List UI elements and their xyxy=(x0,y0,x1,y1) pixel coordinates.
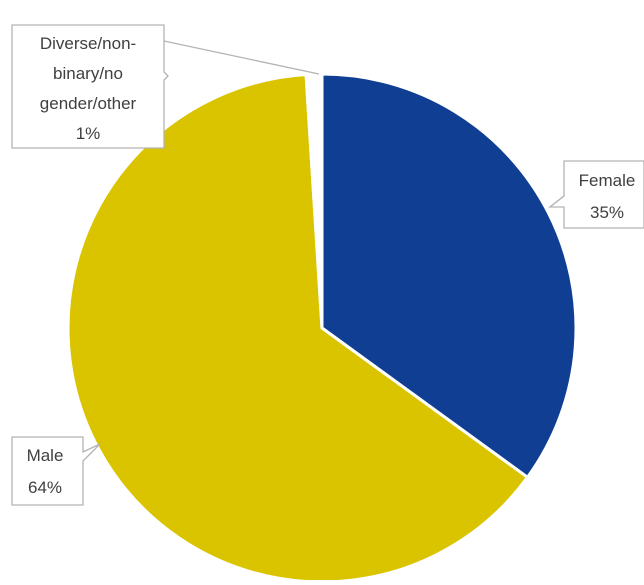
female-label-name: Female xyxy=(579,171,636,190)
female-callout-box xyxy=(548,160,644,229)
other-label-line-4: 1% xyxy=(76,124,101,143)
male-label-value: 64% xyxy=(28,478,62,497)
slices-layer xyxy=(66,72,578,584)
other-label-line-3: gender/other xyxy=(40,94,137,113)
other-label-line-2: binary/no xyxy=(53,64,123,83)
female-data-label: Female 35% xyxy=(548,160,644,229)
other-leader-line xyxy=(163,40,320,75)
data-labels-layer: Female 35% Male 64% Diverse/non- binary/… xyxy=(11,24,644,506)
male-label-name: Male xyxy=(27,446,64,465)
female-label-value: 35% xyxy=(590,203,624,222)
pie-slice-other xyxy=(304,72,324,330)
other-label-line-1: Diverse/non- xyxy=(40,34,136,53)
other-data-label: Diverse/non- binary/no gender/other 1% xyxy=(11,24,320,149)
male-callout-box xyxy=(11,436,101,506)
other-callout-box xyxy=(11,24,169,149)
pie-slice-male xyxy=(66,73,529,584)
male-data-label: Male 64% xyxy=(11,436,101,506)
pie-slice-female xyxy=(320,72,578,479)
